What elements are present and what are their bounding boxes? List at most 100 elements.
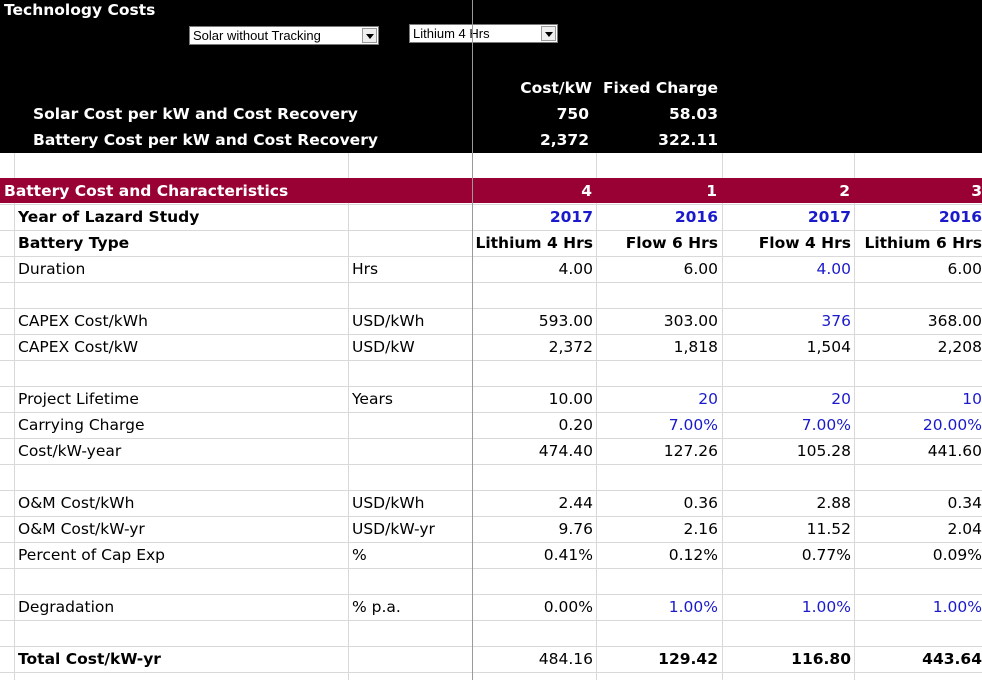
cell-value[interactable]: 443.64 (922, 650, 982, 668)
cell-value[interactable]: 1,818 (673, 338, 718, 356)
cell-value[interactable]: 1.00% (668, 598, 718, 616)
solar-fixed-charge-value: 58.03 (668, 105, 718, 123)
gridline (0, 412, 982, 413)
row-label[interactable]: Carrying Charge (18, 416, 145, 434)
cell-value[interactable]: 2,372 (548, 338, 593, 356)
row-label[interactable]: CAPEX Cost/kW (18, 338, 139, 356)
cell-value[interactable]: 0.34 (947, 494, 982, 512)
technology-dropdown[interactable]: Solar without Tracking (189, 26, 379, 45)
row-label[interactable]: Degradation (18, 598, 115, 616)
cell-value[interactable]: 0.20 (558, 416, 593, 434)
chevron-down-icon[interactable] (362, 28, 377, 43)
cell-value[interactable]: Lithium 4 Hrs (475, 234, 593, 252)
gridline (0, 334, 982, 335)
cell-value[interactable]: 1.00% (801, 598, 851, 616)
battery-fixed-charge-value: 322.11 (658, 131, 718, 149)
cell-value[interactable]: 474.40 (538, 442, 593, 460)
cell-value[interactable]: 11.52 (806, 520, 851, 538)
gridline (0, 386, 982, 387)
gridline (0, 490, 982, 491)
cell-value[interactable]: 2.04 (947, 520, 982, 538)
cell-value[interactable]: 116.80 (791, 650, 851, 668)
battery-dropdown-value: Lithium 4 Hrs (413, 26, 490, 41)
cell-value[interactable]: 0.36 (683, 494, 718, 512)
cell-value[interactable]: 127.26 (663, 442, 718, 460)
cell-value[interactable]: 484.16 (538, 650, 593, 668)
cell-value[interactable]: 0.00% (543, 598, 593, 616)
cell-value[interactable]: 7.00% (668, 416, 718, 434)
row-unit[interactable]: % (352, 546, 367, 564)
cell-value[interactable]: Lithium 6 Hrs (864, 234, 982, 252)
cell-value[interactable]: 2016 (938, 208, 982, 226)
cell-value[interactable]: 0.12% (668, 546, 718, 564)
option-number[interactable]: 2 (839, 182, 850, 200)
cell-value[interactable]: 2016 (674, 208, 718, 226)
cell-value[interactable]: 1.00% (932, 598, 982, 616)
gridline (0, 282, 982, 283)
cell-value[interactable]: 7.00% (801, 416, 851, 434)
cell-value[interactable]: 2,208 (937, 338, 982, 356)
row-label[interactable]: CAPEX Cost/kWh (18, 312, 148, 330)
gridline (0, 542, 982, 543)
gridline (0, 204, 982, 205)
option-number[interactable]: 4 (581, 182, 592, 200)
row-unit[interactable]: USD/kWh (352, 494, 425, 512)
cell-value[interactable]: 105.28 (796, 442, 851, 460)
row-label[interactable]: O&M Cost/kW-yr (18, 520, 145, 538)
cell-value[interactable]: 6.00 (683, 260, 718, 278)
cell-value[interactable]: 2017 (807, 208, 851, 226)
row-unit[interactable]: USD/kWh (352, 312, 425, 330)
option-number[interactable]: 1 (706, 182, 717, 200)
row-unit[interactable]: USD/kW-yr (352, 520, 435, 538)
cell-value[interactable]: Flow 6 Hrs (625, 234, 718, 252)
cell-value[interactable]: 20 (698, 390, 718, 408)
cell-value[interactable]: 593.00 (538, 312, 593, 330)
cell-value[interactable]: 20.00% (922, 416, 982, 434)
cell-value[interactable]: 2017 (549, 208, 593, 226)
row-label[interactable]: O&M Cost/kWh (18, 494, 135, 512)
cell-value[interactable]: 4.00 (558, 260, 593, 278)
battery-cost-label: Battery Cost per kW and Cost Recovery (33, 131, 378, 149)
cell-value[interactable]: 2.88 (816, 494, 851, 512)
cell-value[interactable]: 2.16 (683, 520, 718, 538)
col-header-fixed-charge: Fixed Charge (602, 79, 718, 97)
cell-value[interactable]: 0.41% (543, 546, 593, 564)
cell-value[interactable]: 10.00 (548, 390, 593, 408)
cell-value[interactable]: 368.00 (927, 312, 982, 330)
row-label[interactable]: Cost/kW-year (18, 442, 122, 460)
gridline (0, 646, 982, 647)
cell-value[interactable]: 6.00 (947, 260, 982, 278)
row-label[interactable]: Project Lifetime (18, 390, 139, 408)
cell-value[interactable]: 9.76 (558, 520, 593, 538)
cell-value[interactable]: 441.60 (927, 442, 982, 460)
gridline (722, 152, 723, 680)
cell-value[interactable]: 10 (962, 390, 982, 408)
cell-value[interactable]: 376 (821, 312, 851, 330)
row-label[interactable]: Total Cost/kW-yr (18, 650, 161, 668)
gridline (854, 152, 855, 680)
cell-value[interactable]: 0.77% (801, 546, 851, 564)
cell-value[interactable]: 20 (831, 390, 851, 408)
row-label[interactable]: Battery Type (18, 234, 130, 252)
cell-value[interactable]: 2.44 (558, 494, 593, 512)
section-header: Battery Cost and Characteristics 4 1 2 3 (0, 178, 982, 203)
row-label[interactable]: Percent of Cap Exp (18, 546, 166, 564)
row-unit[interactable]: % p.a. (352, 598, 401, 616)
row-unit[interactable]: Hrs (352, 260, 379, 278)
option-number[interactable]: 3 (971, 182, 982, 200)
row-label[interactable]: Year of Lazard Study (18, 208, 200, 226)
cell-value[interactable]: 0.09% (932, 546, 982, 564)
gridline (348, 152, 349, 680)
cell-value[interactable]: 1,504 (806, 338, 851, 356)
cell-value[interactable]: Flow 4 Hrs (758, 234, 851, 252)
cell-value[interactable]: 4.00 (816, 260, 851, 278)
gridline (14, 152, 15, 680)
gridline (0, 230, 982, 231)
cell-value[interactable]: 129.42 (658, 650, 718, 668)
row-unit[interactable]: USD/kW (352, 338, 415, 356)
row-label[interactable]: Duration (18, 260, 86, 278)
row-unit[interactable]: Years (352, 390, 393, 408)
battery-dropdown[interactable]: Lithium 4 Hrs (409, 24, 558, 43)
cell-value[interactable]: 303.00 (663, 312, 718, 330)
chevron-down-icon[interactable] (541, 26, 556, 41)
